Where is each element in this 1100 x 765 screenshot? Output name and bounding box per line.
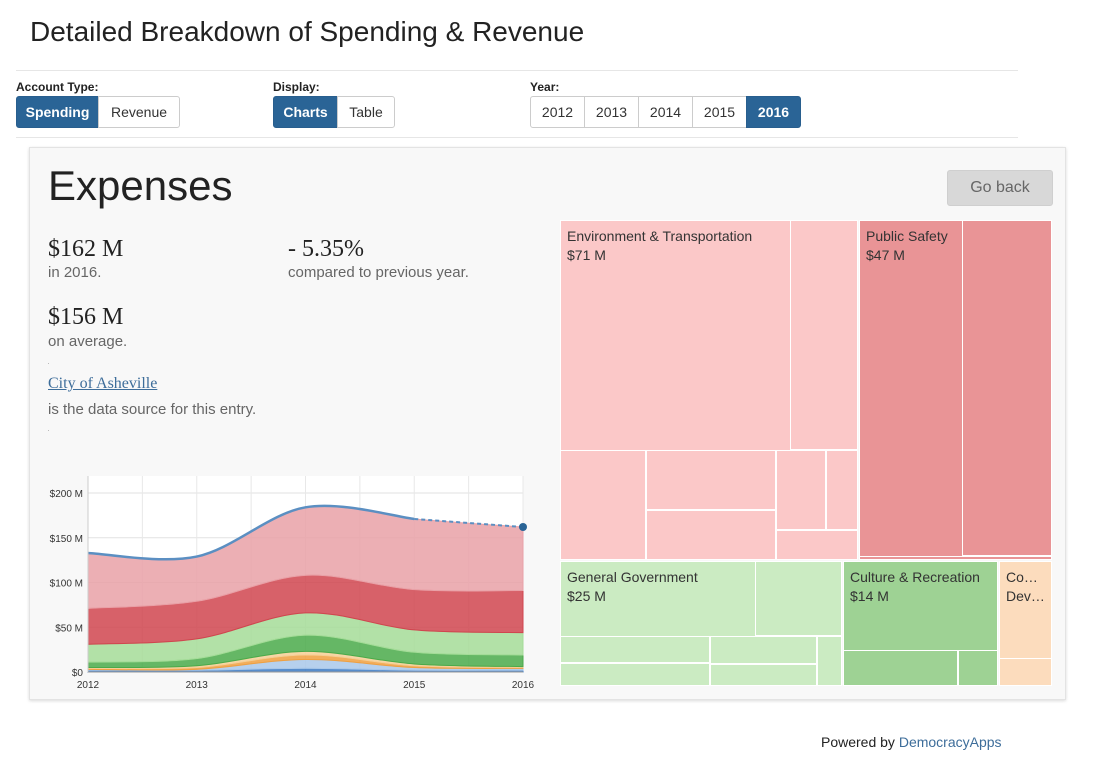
separator-dot (48, 363, 49, 364)
powered-by-text: Powered by (821, 734, 895, 750)
year-group: 2012 2013 2014 2015 2016 (530, 96, 801, 128)
treemap-subnode[interactable] (560, 663, 710, 686)
treemap-subnode[interactable] (776, 450, 826, 530)
treemap-subnode[interactable] (817, 636, 842, 686)
treemap-subnode[interactable] (776, 530, 858, 560)
y-tick-label: $200 M (50, 489, 83, 500)
spending-button[interactable]: Spending (16, 96, 99, 128)
node-name: General Government (567, 569, 698, 585)
charts-button[interactable]: Charts (273, 96, 338, 128)
year-label: Year: (530, 80, 560, 94)
y-tick-label: $150 M (50, 534, 83, 545)
average-caption: on average. (48, 333, 128, 350)
go-back-button[interactable]: Go back (947, 170, 1053, 206)
footer: Powered by DemocracyApps (821, 734, 1002, 750)
header-divider (16, 70, 1018, 71)
node-name: Culture & Recreation (850, 569, 980, 585)
node-value: Dev… (1006, 588, 1045, 604)
separator-dot (48, 430, 49, 431)
x-tick-label: 2015 (403, 680, 426, 691)
source-link[interactable]: City of Asheville (48, 375, 158, 392)
treemap-label: General Government $25 M (567, 568, 698, 606)
treemap-subnode[interactable] (646, 510, 776, 560)
democracyapps-link[interactable]: DemocracyApps (898, 734, 1002, 750)
table-button[interactable]: Table (337, 96, 395, 128)
treemap-subnode[interactable] (560, 636, 710, 663)
treemap-subnode[interactable] (710, 636, 817, 664)
treemap-subnode[interactable] (962, 220, 1052, 556)
treemap-subnode[interactable] (790, 220, 858, 450)
node-value: $14 M (850, 588, 889, 604)
total-caption: in 2016. (48, 264, 102, 281)
display-group: Charts Table (273, 96, 395, 128)
node-name: Co… (1006, 569, 1038, 585)
change-caption: compared to previous year. (288, 264, 469, 281)
treemap-subnode[interactable] (859, 556, 1052, 560)
y-tick-label: $50 M (55, 623, 83, 634)
treemap-label: Public Safety $47 M (866, 227, 948, 265)
year-2014-button[interactable]: 2014 (638, 96, 693, 128)
total-value: $162 M (48, 236, 124, 262)
x-tick-label: 2013 (186, 680, 209, 691)
x-tick-label: 2014 (294, 680, 317, 691)
treemap-subnode[interactable] (710, 664, 817, 686)
treemap-subnode[interactable] (826, 450, 858, 530)
expenses-treemap: Environment & Transportation $71 M Public… (560, 220, 1052, 686)
account-type-label: Account Type: (16, 80, 99, 94)
node-name: Public Safety (866, 228, 948, 244)
treemap-label: Environment & Transportation $71 M (567, 227, 752, 265)
treemap-subnode[interactable] (999, 658, 1052, 686)
treemap-subnode[interactable] (958, 650, 998, 686)
treemap-subnode[interactable] (646, 450, 776, 510)
account-type-group: Spending Revenue (16, 96, 180, 128)
node-value: $71 M (567, 247, 606, 263)
node-name: Environment & Transportation (567, 228, 753, 244)
page-title: Detailed Breakdown of Spending & Revenue (30, 16, 585, 47)
y-tick-label: $100 M (50, 579, 83, 590)
change-value: - 5.35% (288, 236, 364, 262)
spending-area-chart: $0 $50 M $100 M $150 M $200 M 2012 2013 2014 201… (50, 476, 535, 691)
display-label: Display: (273, 80, 320, 94)
treemap-label: Co… Dev… (1006, 568, 1045, 606)
x-tick-label: 2012 (77, 680, 100, 691)
y-tick-label: $0 (72, 668, 84, 679)
year-2012-button[interactable]: 2012 (530, 96, 585, 128)
treemap-subnode[interactable] (560, 450, 646, 560)
treemap-subnode[interactable] (843, 650, 958, 686)
year-2013-button[interactable]: 2013 (584, 96, 639, 128)
revenue-button[interactable]: Revenue (98, 96, 180, 128)
year-2015-button[interactable]: 2015 (692, 96, 747, 128)
treemap-subnode[interactable] (755, 561, 842, 636)
treemap-label: Culture & Recreation $14 M (850, 568, 980, 606)
average-value: $156 M (48, 304, 124, 330)
node-value: $25 M (567, 588, 606, 604)
source-caption: is the data source for this entry. (48, 401, 257, 418)
node-value: $47 M (866, 247, 905, 263)
current-year-point (519, 523, 527, 532)
panel-title: Expenses (48, 162, 233, 209)
controls-divider (16, 137, 1018, 138)
expenses-panel: Expenses Go back $162 M in 2016. - 5.35%… (29, 147, 1066, 700)
year-2016-button[interactable]: 2016 (746, 96, 801, 128)
total-line (87, 504, 415, 561)
x-tick-label: 2016 (512, 680, 535, 691)
